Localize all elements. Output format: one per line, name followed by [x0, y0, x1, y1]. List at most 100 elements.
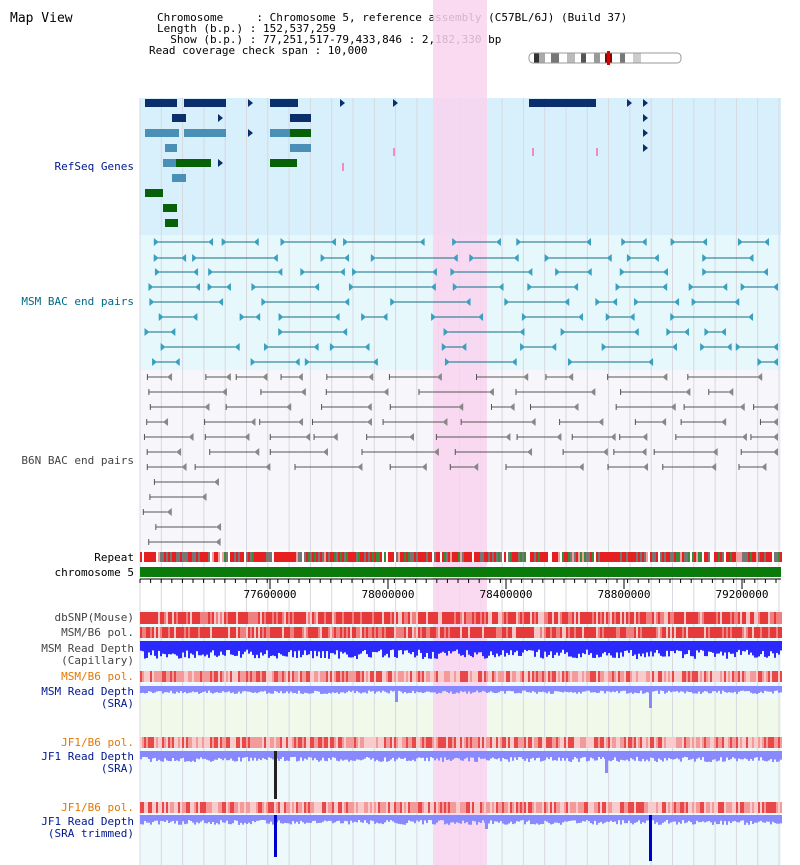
read-depth-bar — [646, 686, 648, 693]
read-depth-bar — [190, 751, 192, 762]
polymorphism-cell — [702, 627, 704, 638]
track-label[interactable]: B6N BAC end pairs — [21, 454, 134, 467]
read-depth-bar — [302, 815, 304, 823]
track-label[interactable]: JF1/B6 pol. — [61, 736, 134, 749]
read-depth-bar — [324, 751, 326, 761]
read-depth-bar — [652, 641, 654, 657]
polymorphism-cell — [328, 612, 330, 624]
read-depth-bar — [572, 641, 574, 658]
polymorphism-cell — [608, 612, 610, 624]
read-depth-bar — [768, 686, 770, 692]
read-depth-bar — [428, 641, 430, 659]
read-depth-bar — [622, 686, 624, 691]
read-depth-bar — [444, 815, 446, 825]
polymorphism-cell — [640, 671, 642, 682]
repeat-cell — [580, 552, 582, 562]
read-depth-bar — [544, 751, 546, 761]
bac-end — [748, 254, 754, 262]
read-depth-bar — [164, 815, 166, 822]
read-depth-bar — [250, 641, 252, 652]
read-depth-bar — [530, 686, 532, 693]
read-depth-bar — [532, 641, 534, 651]
read-depth-bar — [750, 641, 752, 653]
polymorphism-cell — [374, 737, 376, 748]
read-depth-bar — [152, 641, 154, 651]
polymorphism-cell — [416, 737, 418, 748]
read-depth-bar — [682, 686, 684, 692]
polymorphism-cell — [250, 737, 252, 748]
track-label[interactable]: chromosome 5 — [54, 566, 134, 579]
read-depth-bar — [154, 751, 156, 758]
read-depth-bar — [776, 815, 778, 824]
repeat-cell — [358, 552, 360, 562]
track-label[interactable]: JF1/B6 pol. — [61, 801, 134, 814]
bac-end — [208, 238, 214, 246]
read-depth-bar — [468, 686, 470, 692]
polymorphism-cell — [224, 802, 226, 813]
read-depth-bar — [196, 815, 198, 823]
read-depth-bar — [592, 815, 594, 825]
read-depth-bar — [344, 815, 346, 821]
polymorphism-cell — [688, 627, 690, 638]
read-depth-bar — [552, 815, 554, 824]
repeat-cell — [426, 552, 428, 562]
polymorphism-cell — [628, 802, 630, 813]
track-label[interactable]: JF1 Read Depth (SRA) — [41, 750, 134, 775]
track-label[interactable]: JF1 Read Depth (SRA trimmed) — [41, 815, 134, 840]
read-depth-bar — [256, 815, 258, 821]
read-depth-bar — [650, 641, 652, 652]
read-depth-bar — [698, 641, 700, 653]
track-label[interactable]: RefSeq Genes — [54, 160, 134, 173]
polymorphism-cell — [594, 671, 596, 682]
polymorphism-cell — [776, 737, 778, 748]
polymorphism-cell — [360, 627, 362, 638]
read-depth-bar — [448, 641, 450, 651]
read-depth-bar — [752, 686, 754, 694]
polymorphism-cell — [312, 612, 314, 624]
read-depth-bar — [732, 686, 734, 693]
polymorphism-cell — [696, 612, 698, 624]
polymorphism-cell — [162, 612, 164, 624]
polymorphism-cell — [628, 737, 630, 748]
repeat-cell — [302, 552, 304, 562]
polymorphism-cell — [270, 802, 272, 813]
bac-end — [511, 358, 517, 366]
polymorphism-cell — [268, 627, 270, 638]
track-label[interactable]: MSM BAC end pairs — [21, 295, 134, 308]
track-label[interactable]: dbSNP(Mouse) — [54, 611, 134, 624]
polymorphism-cell — [696, 627, 698, 638]
track-label[interactable]: MSM Read Depth (SRA) — [41, 685, 134, 710]
read-depth-bar — [406, 751, 408, 762]
track-label[interactable]: Repeat — [94, 551, 134, 564]
read-depth-bar — [144, 751, 146, 757]
gene-strand-marker — [643, 99, 648, 107]
polymorphism-cell — [488, 671, 490, 682]
read-depth-bar — [484, 686, 486, 692]
polymorphism-cell — [422, 802, 424, 813]
polymorphism-cell — [760, 612, 762, 624]
chromosome-ideogram[interactable] — [528, 51, 684, 65]
read-depth-bar — [424, 686, 426, 693]
read-depth-bar — [550, 815, 552, 825]
read-depth-bar — [762, 815, 764, 823]
polymorphism-cell — [216, 802, 218, 813]
read-depth-bar — [332, 815, 334, 824]
read-depth-bar — [586, 815, 588, 821]
polymorphism-cell — [764, 802, 766, 813]
track-label[interactable]: MSM/B6 pol. — [61, 670, 134, 683]
polymorphism-cell — [334, 671, 336, 682]
read-depth-bar — [204, 751, 206, 759]
track-label[interactable]: MSM Read Depth (Capillary) — [41, 642, 134, 667]
bac-end — [773, 343, 778, 351]
polymorphism-cell — [348, 627, 350, 638]
read-depth-bar — [218, 815, 220, 825]
ideogram-band — [575, 53, 581, 63]
polymorphism-cell — [226, 627, 228, 638]
polymorphism-cell — [310, 737, 312, 748]
polymorphism-cell — [778, 737, 780, 748]
polymorphism-cell — [400, 627, 402, 638]
track-label[interactable]: MSM/B6 pol. — [61, 626, 134, 639]
polymorphism-cell — [668, 737, 670, 748]
read-depth-bar — [592, 751, 594, 759]
